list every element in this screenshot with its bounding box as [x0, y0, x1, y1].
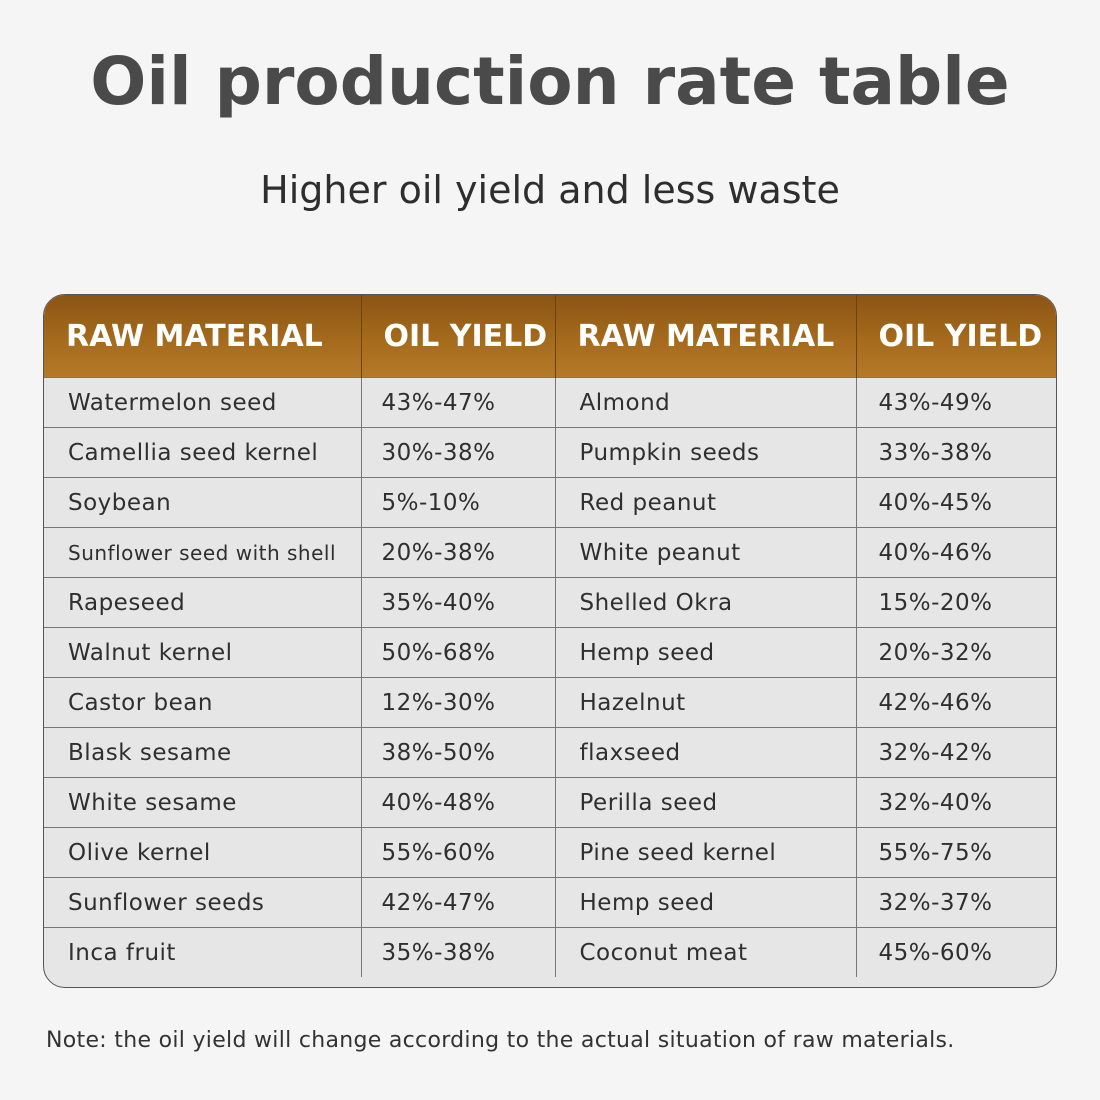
raw-material-cell: Hemp seed [555, 627, 857, 678]
oil-yield-cell: 30%-38% [361, 427, 556, 478]
raw-material-cell: Coconut meat [555, 927, 857, 977]
table-row: Olive kernel 55%-60% Pine seed kernel 55… [44, 827, 1056, 878]
table-row: Sunflower seed with shell 20%-38% White … [44, 527, 1056, 578]
raw-material-cell: flaxseed [555, 727, 857, 778]
raw-material-cell: Blask sesame [44, 727, 362, 778]
oil-yield-cell: 32%-37% [856, 877, 1056, 928]
oil-yield-cell: 20%-32% [856, 627, 1056, 678]
oil-yield-cell: 15%-20% [856, 577, 1056, 628]
raw-material-cell: Perilla seed [555, 777, 857, 828]
raw-material-cell: Castor bean [44, 677, 362, 728]
raw-material-cell: Soybean [44, 477, 362, 528]
oil-yield-cell: 35%-38% [361, 927, 556, 977]
column-header-raw-material: RAW MATERIAL [44, 295, 362, 378]
column-header-oil-yield: OIL YIELD [361, 295, 556, 378]
oil-yield-cell: 20%-38% [361, 527, 556, 578]
table-row: Blask sesame 38%-50% flaxseed 32%-42% [44, 727, 1056, 778]
oil-yield-cell: 55%-75% [856, 827, 1056, 878]
table-header-row: RAW MATERIAL OIL YIELD RAW MATERIAL OIL … [44, 295, 1056, 378]
table-row: Soybean 5%-10% Red peanut 40%-45% [44, 477, 1056, 528]
table-row: Watermelon seed 43%-47% Almond 43%-49% [44, 377, 1056, 428]
column-header-oil-yield: OIL YIELD [856, 295, 1056, 378]
raw-material-cell: Olive kernel [44, 827, 362, 878]
oil-yield-cell: 50%-68% [361, 627, 556, 678]
oil-yield-cell: 40%-46% [856, 527, 1056, 578]
page-subtitle: Higher oil yield and less waste [260, 168, 840, 212]
oil-yield-cell: 33%-38% [856, 427, 1056, 478]
oil-yield-table: RAW MATERIAL OIL YIELD RAW MATERIAL OIL … [44, 295, 1056, 977]
raw-material-cell: Red peanut [555, 477, 857, 528]
table-row: Sunflower seeds 42%-47% Hemp seed 32%-37… [44, 877, 1056, 928]
oil-yield-cell: 43%-49% [856, 377, 1056, 428]
page-title: Oil production rate table [90, 43, 1010, 120]
footnote: Note: the oil yield will change accordin… [46, 1028, 955, 1053]
column-header-raw-material: RAW MATERIAL [555, 295, 857, 378]
raw-material-cell: Walnut kernel [44, 627, 362, 678]
table-row: White sesame 40%-48% Perilla seed 32%-40… [44, 777, 1056, 828]
raw-material-cell: Almond [555, 377, 857, 428]
table-row: Rapeseed 35%-40% Shelled Okra 15%-20% [44, 577, 1056, 628]
oil-yield-cell: 42%-47% [361, 877, 556, 928]
oil-yield-cell: 32%-40% [856, 777, 1056, 828]
raw-material-cell: Sunflower seeds [44, 877, 362, 928]
raw-material-cell: Sunflower seed with shell [44, 527, 362, 578]
table-row: Walnut kernel 50%-68% Hemp seed 20%-32% [44, 627, 1056, 678]
raw-material-cell: Hemp seed [555, 877, 857, 928]
table-row: Inca fruit 35%-38% Coconut meat 45%-60% [44, 927, 1056, 977]
oil-yield-cell: 5%-10% [361, 477, 556, 528]
oil-yield-cell: 40%-48% [361, 777, 556, 828]
raw-material-cell: Pumpkin seeds [555, 427, 857, 478]
raw-material-cell: Shelled Okra [555, 577, 857, 628]
oil-yield-cell: 43%-47% [361, 377, 556, 428]
oil-yield-cell: 38%-50% [361, 727, 556, 778]
raw-material-cell: White peanut [555, 527, 857, 578]
oil-yield-cell: 55%-60% [361, 827, 556, 878]
oil-yield-cell: 40%-45% [856, 477, 1056, 528]
oil-yield-table-container: RAW MATERIAL OIL YIELD RAW MATERIAL OIL … [43, 294, 1057, 988]
raw-material-cell: Camellia seed kernel [44, 427, 362, 478]
table-row: Camellia seed kernel 30%-38% Pumpkin see… [44, 427, 1056, 478]
oil-yield-cell: 35%-40% [361, 577, 556, 628]
raw-material-cell: Hazelnut [555, 677, 857, 728]
raw-material-cell: Pine seed kernel [555, 827, 857, 878]
oil-yield-cell: 45%-60% [856, 927, 1056, 977]
raw-material-cell: Watermelon seed [44, 377, 362, 428]
raw-material-cell: Inca fruit [44, 927, 362, 977]
raw-material-cell: Rapeseed [44, 577, 362, 628]
oil-yield-cell: 42%-46% [856, 677, 1056, 728]
raw-material-cell: White sesame [44, 777, 362, 828]
oil-yield-cell: 12%-30% [361, 677, 556, 728]
table-row: Castor bean 12%-30% Hazelnut 42%-46% [44, 677, 1056, 728]
oil-yield-cell: 32%-42% [856, 727, 1056, 778]
